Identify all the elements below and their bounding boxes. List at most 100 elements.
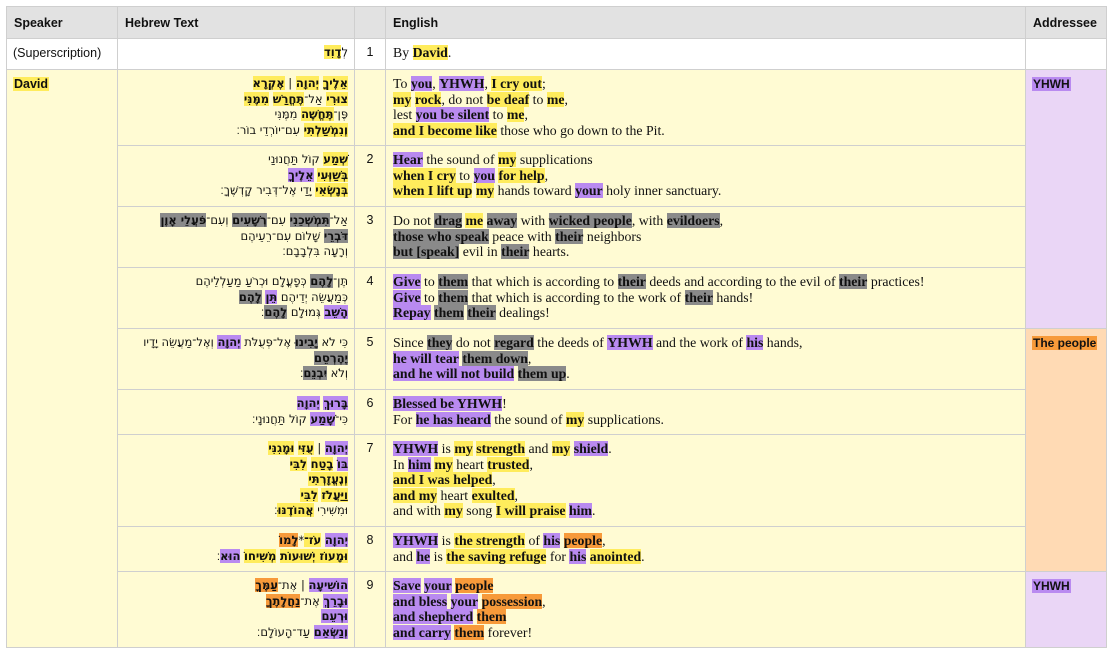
highlighted-text: their (617, 274, 646, 289)
text-segment: , (514, 487, 518, 503)
english-line: and with my song I will praise him. (393, 503, 1018, 519)
text-segment: is (438, 533, 455, 548)
table-row: כִּי לֹא יָבִינוּ אֶל־פְּעֻלֹּת יְהוָה ו… (7, 328, 1107, 572)
table-row: David אֵלֶיךָ יְהוָה | אֶקְרָא צוּרִי אַל… (6, 69, 1107, 648)
english-line: Give to them that which is according to … (393, 289, 1018, 306)
addressee-cell: YHWH (1025, 571, 1107, 648)
highlighted-text: he will tear (393, 350, 459, 366)
text-segment: , (719, 213, 724, 228)
text-segment: , (432, 76, 440, 91)
highlighted-text: his (569, 548, 587, 564)
highlighted-text: מִמֶּנִּי (243, 91, 270, 106)
table-row: שְׁמַע קוֹל תַּחֲנוּנַי בְּשַׁוְּעִי אֵלֶ… (7, 145, 1107, 207)
highlighted-text: and carry (393, 624, 451, 640)
highlighted-text: תֶּחֱרַשׁ (272, 91, 305, 106)
text-segment: ! (502, 396, 507, 411)
hebrew-line: וְרָעָה בִּלְבָבָם׃ (124, 244, 348, 260)
hebrew-line: פֶּן־תֶּחֱשֶׁה מִמֶּנִּי (124, 107, 348, 123)
highlighted-text: when I cry (393, 167, 456, 183)
highlighted-text: and he will not build (393, 366, 515, 381)
hebrew-line: יֶהֶרְסֵם (124, 350, 348, 367)
english-cell: YHWH is my strength and my shield. In him… (385, 434, 1026, 527)
highlighted-text: אֵלֶיךָ (322, 76, 348, 90)
table-row: בָּרוּךְ יְהוָה כִּי־שָׁמַע קוֹל תַּחֲנוּ… (7, 389, 1107, 435)
table-row: (Superscription) לְדָוִד 1 By David. (6, 38, 1107, 70)
hebrew-cell: אַל־תִּמְשְׁכֵנִי עִם־רְשָׁעִים וְעִם־פֹ… (117, 206, 355, 268)
highlighted-text: יְהוָה (324, 533, 348, 547)
text-segment: , (542, 593, 546, 609)
english-line: and bless your possession, (393, 593, 1018, 610)
highlighted-text: יְהוָה (296, 396, 320, 410)
text-segment: כִּי לֹא (317, 335, 348, 349)
text-segment: that which is according to the work of (468, 289, 685, 305)
text-segment: , (529, 456, 533, 472)
text-segment: פֶּן־ (333, 107, 348, 121)
text-segment: . (591, 503, 596, 518)
addressee-badge: The people (1032, 336, 1098, 350)
text-segment: ׃ (216, 548, 221, 563)
hebrew-line: בּוֹ בָטַח לִבִּי (124, 456, 348, 473)
highlighted-text: תֶּחֱשֶׁה (301, 107, 334, 121)
highlighted-text: and bless (393, 593, 448, 609)
highlighted-text: אֶקְרָא (252, 76, 285, 90)
highlighted-text: אֵלֶיךָ (288, 167, 314, 182)
hebrew-line: לְדָוִד (124, 45, 348, 61)
highlighted-text: I cry out (491, 76, 542, 91)
highlighted-text: drag (434, 213, 463, 228)
highlighted-text: תֵּן (265, 289, 278, 304)
english-line: For he has heard the sound of my supplic… (393, 411, 1018, 428)
hebrew-line: בְּשַׁוְּעִי אֵלֶיךָ (124, 167, 348, 184)
highlighted-text: וּמָגִנִּי (268, 441, 295, 455)
highlighted-text: וְנֶעֱזָרְתִּי (308, 472, 348, 486)
text-segment: אֶל־פְּעֻלֹּת (240, 335, 295, 349)
hebrew-line: דֹּבְרֵי שָׁלוֹם עִם־רֵעֵיהֶם (124, 228, 348, 245)
highlighted-text: their (839, 274, 868, 289)
highlighted-text: לָמוֹ (279, 533, 299, 547)
highlighted-text: YHWH (393, 533, 439, 548)
highlighted-text: I will praise (495, 503, 566, 518)
highlighted-text: possession (481, 593, 543, 609)
highlighted-text: me (465, 213, 484, 228)
text-segment: supplications (516, 152, 593, 167)
highlighted-text: my (475, 183, 495, 198)
highlighted-text: evildoers (666, 213, 720, 228)
addressee-badge: YHWH (1032, 77, 1071, 91)
text-segment: * (298, 533, 305, 547)
verse-number: 6 (354, 389, 386, 435)
text-segment: and (525, 441, 552, 456)
header-row: Speaker Hebrew Text English Addressee (6, 6, 1107, 39)
text-segment: supplications. (584, 411, 664, 427)
english-cell: Do not drag me away with wicked people, … (385, 206, 1026, 268)
text-segment: | אֶת־ (277, 578, 309, 592)
highlighted-text: וּרְעֵם (321, 609, 348, 623)
hebrew-line: וְנֶעֱזָרְתִּי (124, 472, 348, 488)
speaker-cell: David (6, 69, 118, 648)
text-segment: holy inner sanctuary. (602, 183, 722, 198)
text-segment: . (608, 441, 612, 456)
english-cell: Save your people and bless your possessio… (385, 571, 1026, 648)
text-segment: those who go down to the Pit. (496, 122, 665, 138)
highlighted-text: my (565, 411, 585, 427)
text-segment: song (462, 503, 496, 518)
hebrew-cell: יְהוָה עֹז־*לָמוֹ וּמָעוֹז יְשׁוּעוֹת מְש… (117, 526, 355, 572)
highlighted-text: the saving refuge (446, 548, 547, 564)
text-segment: heart (437, 487, 472, 503)
text-segment: to (529, 91, 547, 107)
highlighted-text: YHWH (607, 335, 653, 350)
highlighted-text: רְשָׁעִים (232, 213, 267, 227)
text-segment: of (525, 533, 544, 548)
hebrew-cell: יְהוָה | עֻזִּי וּמָגִנִּי בּוֹ בָטַח לִב… (117, 434, 355, 527)
english-cell: YHWH is the strength of his people, and h… (385, 526, 1026, 572)
english-line: when I cry to you for help, (393, 167, 1018, 184)
highlighted-text: them up (517, 366, 567, 381)
highlighted-text: יָבִינוּ (294, 335, 318, 349)
highlighted-text: you be silent (415, 107, 490, 122)
text-segment: שָׁלוֹם עִם־רֵעֵיהֶם (240, 228, 324, 243)
text-segment: that which is according to (468, 274, 618, 289)
text-segment: the deeds of (533, 335, 608, 350)
highlighted-text: בּוֹ (337, 456, 348, 471)
text-segment: מִמֶּנִּי (274, 107, 302, 121)
highlighted-text: יְהוָה (295, 76, 319, 90)
text-segment (447, 594, 450, 609)
english-line: Repay them their dealings! (393, 305, 1018, 321)
